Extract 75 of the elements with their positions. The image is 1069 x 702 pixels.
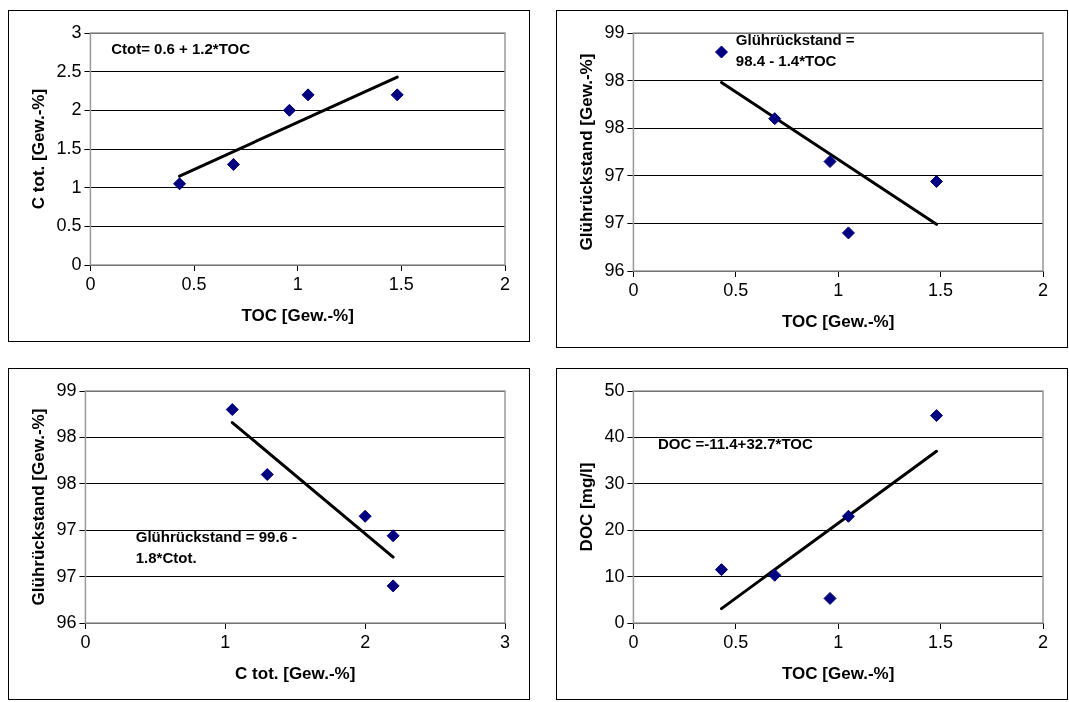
x-tick-label: 0.5 [723, 279, 749, 300]
y-tick-label: 96 [604, 259, 625, 280]
point [714, 563, 728, 577]
x-axis-title: TOC [Gew.-%] [782, 312, 895, 332]
point [841, 226, 855, 240]
y-tick-label: 0 [614, 611, 625, 632]
x-axis-title: TOC [Gew.-%] [782, 664, 895, 684]
annotation: Glührückstand = 98.4 - 1.4*TOC [735, 30, 855, 69]
x-tick-label: 2 [1037, 631, 1049, 652]
point [358, 509, 372, 523]
y-tick-label: 50 [604, 379, 625, 400]
point [282, 103, 296, 117]
x-tick-label: 1 [833, 631, 844, 652]
x-tick-label: 2 [1037, 279, 1049, 300]
y-tick-label: 2.5 [56, 60, 82, 81]
y-tick-label: 0 [71, 253, 82, 274]
annotation: Glührückstand = 99.6 - 1.8*Ctot. [135, 527, 298, 566]
x-tick-label: 1 [833, 279, 844, 300]
x-tick-label: 1.5 [928, 631, 954, 652]
y-tick-label: 0.5 [56, 215, 82, 236]
x-tick-label: 2 [360, 631, 371, 652]
point [823, 591, 837, 605]
point [768, 568, 782, 582]
point [386, 529, 400, 543]
y-tick-label: 98 [604, 117, 625, 138]
y-tick-label: 1.5 [56, 137, 82, 158]
x-tick-label: 1.5 [928, 279, 954, 300]
point [173, 177, 187, 191]
x-tick-label: 0.5 [181, 273, 207, 294]
y-tick-label: 98 [56, 426, 77, 447]
annotation: Ctot= 0.6 + 1.2*TOC [111, 39, 251, 57]
point [390, 88, 404, 102]
x-tick-label: 2 [499, 273, 511, 294]
x-tick-label: 0 [628, 631, 639, 652]
point [260, 468, 274, 482]
y-tick-label: 97 [604, 164, 625, 185]
annotation: DOC =-11.4+32.7*TOC [658, 435, 813, 453]
y-tick-label: 10 [604, 565, 625, 586]
x-tick-label: 1 [220, 631, 231, 652]
y-tick-label: 99 [604, 21, 625, 42]
y-tick-label: 96 [56, 611, 77, 632]
y-axis-title: C tot. [Gew.-%] [28, 88, 48, 210]
y-tick-label: 20 [604, 519, 625, 540]
point [386, 579, 400, 593]
x-axis-title: TOC [Gew.-%] [241, 306, 354, 326]
x-tick-label: 1.5 [388, 273, 414, 294]
y-tick-label: 97 [56, 519, 77, 540]
y-tick-label: 98 [604, 69, 625, 90]
y-tick-label: 98 [56, 472, 77, 493]
x-tick-label: 3 [499, 631, 511, 652]
point [226, 157, 240, 171]
x-tick-label: 0 [628, 279, 639, 300]
y-tick-label: 99 [56, 379, 77, 400]
point [768, 112, 782, 126]
x-tick-label: 1 [292, 273, 303, 294]
y-axis-title: Glührückstand [Gew.-%] [576, 53, 596, 251]
point [930, 175, 944, 189]
point [225, 403, 239, 417]
x-tick-label: 0 [85, 273, 96, 294]
y-tick-label: 40 [604, 426, 625, 447]
y-tick-label: 3 [71, 21, 82, 42]
y-tick-label: 30 [604, 472, 625, 493]
x-tick-label: 0.5 [723, 631, 749, 652]
y-axis-title: DOC [mg/l] [576, 462, 596, 552]
point [930, 409, 944, 423]
point [823, 155, 837, 169]
y-tick-label: 97 [604, 212, 625, 233]
x-axis-title: C tot. [Gew.-%] [235, 664, 356, 684]
y-axis-title: Glührückstand [Gew.-%] [28, 408, 48, 606]
point [714, 45, 728, 59]
point [841, 509, 855, 523]
y-tick-label: 97 [56, 565, 77, 586]
y-tick-label: 1 [71, 176, 82, 197]
point [301, 88, 315, 102]
y-tick-label: 2 [71, 99, 82, 120]
